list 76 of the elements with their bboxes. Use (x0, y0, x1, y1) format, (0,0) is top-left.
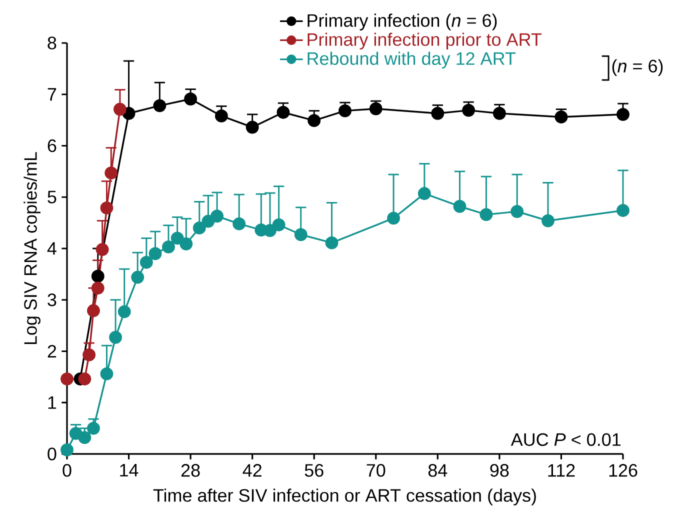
x-tick-label: 28 (181, 464, 200, 477)
point (91, 270, 104, 283)
point (87, 422, 100, 435)
point (276, 106, 290, 119)
point (78, 372, 92, 386)
point (480, 208, 493, 222)
point (264, 224, 276, 237)
legend-label: Primary infection prior to ART (308, 32, 542, 50)
x-tick-label: 126 (609, 464, 638, 477)
annotation: (n = 6) (612, 59, 663, 76)
x-axis-title: Time after SIV infection or ART cessation (days) (153, 488, 536, 506)
point (431, 106, 444, 120)
point (60, 443, 74, 456)
point (294, 228, 308, 242)
point (453, 200, 466, 213)
x-tick-label: 42 (242, 464, 262, 477)
point (60, 372, 74, 386)
point (91, 282, 104, 295)
y-tick-label: 1 (48, 396, 56, 409)
point (78, 431, 92, 444)
point (616, 108, 630, 121)
y-tick-label: 2 (48, 344, 56, 358)
point (418, 187, 431, 200)
y-tick-label: 8 (48, 36, 56, 50)
point (616, 204, 630, 217)
point (308, 114, 321, 128)
point (232, 217, 246, 230)
point (140, 256, 153, 269)
y-tick-label: 3 (48, 293, 56, 306)
point (104, 166, 118, 180)
y-tick-label: 4 (47, 242, 56, 255)
point (100, 367, 114, 380)
legend-label: Rebound with day 12 ART (308, 52, 516, 69)
point (184, 92, 198, 106)
annotation: AUC P < 0.01 (510, 433, 621, 446)
point (82, 348, 96, 362)
point (492, 106, 506, 120)
point (214, 109, 228, 122)
point (210, 210, 224, 223)
point (109, 330, 122, 344)
point (87, 304, 100, 318)
point (462, 104, 476, 117)
x-tick-label: 14 (120, 464, 138, 476)
point (369, 102, 382, 116)
point (162, 240, 175, 254)
point (170, 232, 184, 245)
point (148, 247, 162, 260)
point (338, 104, 352, 118)
y-tick-label: 7 (48, 88, 56, 101)
x-tick-label: 98 (490, 464, 509, 477)
point (118, 305, 131, 318)
x-tick-label: 0 (62, 464, 72, 477)
y-axis-title: Log SIV RNA copies/mL (24, 152, 40, 344)
point (325, 236, 338, 250)
point (180, 237, 193, 250)
point (272, 218, 286, 232)
point (542, 214, 554, 228)
point (113, 102, 126, 116)
point (192, 221, 206, 234)
point (100, 201, 114, 214)
y-tick-label: 6 (48, 139, 56, 152)
x-tick-label: 112 (548, 464, 575, 477)
x-tick-label: 56 (304, 464, 324, 477)
x-tick-label: 70 (366, 464, 386, 477)
point (131, 270, 144, 284)
point (387, 212, 400, 225)
point (510, 205, 524, 218)
y-tick-label: 0 (48, 448, 56, 460)
legend-label: Primary infection (n = 6) (308, 14, 497, 30)
point (153, 99, 166, 112)
point (96, 243, 109, 256)
point (554, 110, 568, 124)
y-tick-label: 5 (48, 190, 56, 204)
x-tick-label: 84 (428, 464, 448, 477)
point (246, 120, 259, 134)
point (202, 214, 215, 228)
